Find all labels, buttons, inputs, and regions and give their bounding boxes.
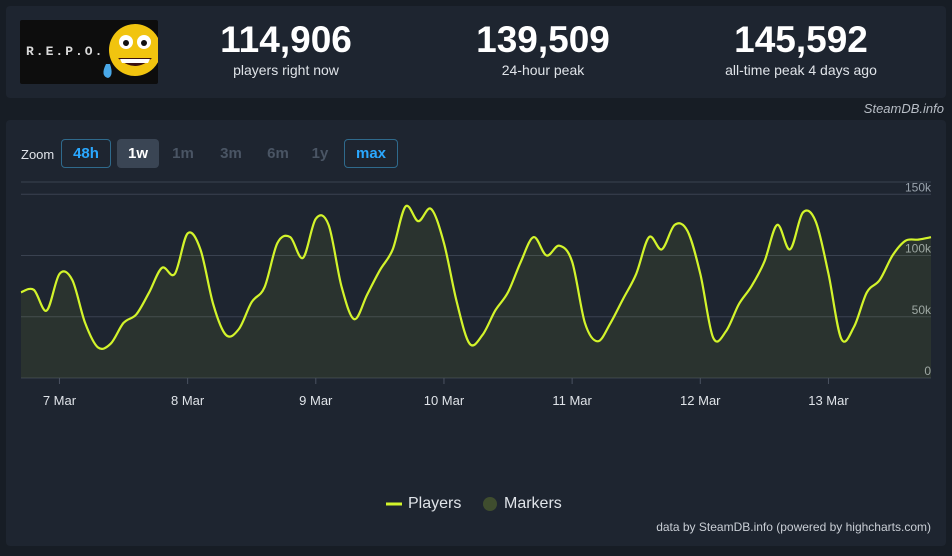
all-time-peak-stat: 145,592 all-time peak 4 days ago [706, 18, 896, 78]
zoom-6m-button[interactable]: 6m [267, 145, 289, 162]
y-tick-label: 100k [905, 242, 932, 256]
logo-art [103, 24, 158, 78]
x-tick-label: 8 Mar [171, 393, 205, 408]
markers-legend-dot-icon [483, 496, 497, 511]
players-now-value: 114,906 [220, 19, 352, 60]
y-tick-label: 150k [905, 180, 932, 194]
legend-markers[interactable]: Markers [482, 495, 562, 513]
peak-24h-value: 139,509 [476, 19, 610, 60]
all-time-peak-label: all-time peak 4 days ago [725, 62, 877, 78]
x-tick-label: 12 Mar [680, 393, 721, 408]
x-tick-label: 11 Mar [552, 393, 592, 408]
game-logo: R.E.P.O. [20, 20, 158, 84]
chart-card: Zoom 48h 1w 1m 3m 6m 1y max 0 50k 100k 150k… [6, 120, 946, 546]
players-area [21, 205, 931, 378]
zoom-1y-button[interactable]: 1y [311, 145, 329, 162]
y-tick-label: 0 [924, 364, 931, 378]
players-legend-line-icon [386, 502, 402, 506]
legend-players[interactable]: Players [386, 495, 461, 513]
peak-24h-stat: 139,509 24-hour peak [458, 18, 628, 78]
x-tick-label: 10 Mar [424, 393, 465, 408]
players-series-line [20, 204, 932, 350]
steamdb-watermark[interactable]: SteamDB.info [863, 101, 944, 116]
legend-markers-label: Markers [504, 495, 562, 512]
players-chart[interactable]: 0 50k 100k 150k 7 Mar 8 Mar 9 Mar 10 Mar 11 Mar 1… [6, 120, 946, 420]
x-tick-label: 7 Mar [43, 393, 77, 408]
all-time-peak-value: 145,592 [734, 19, 868, 60]
chart-credit[interactable]: data by SteamDB.info (powered by highcha… [656, 520, 931, 534]
zoom-label: Zoom [21, 147, 55, 162]
zoom-3m-button[interactable]: 3m [220, 145, 242, 162]
zoom-48h-button[interactable]: 48h [61, 139, 111, 168]
peak-24h-label: 24-hour peak [501, 62, 585, 78]
x-tick-label: 13 Mar [808, 393, 849, 408]
stats-header: R.E.P.O. 114,906 players right now 139,5… [6, 6, 946, 98]
logo-text: R.E.P.O. [26, 44, 105, 59]
legend-players-label: Players [408, 495, 462, 512]
x-tick-label: 9 Mar [299, 393, 333, 408]
zoom-1w-button[interactable]: 1w [117, 139, 159, 168]
zoom-1m-button[interactable]: 1m [172, 145, 194, 162]
y-tick-label: 50k [912, 303, 932, 317]
zoom-max-button[interactable]: max [344, 139, 398, 168]
players-now-stat: 114,906 players right now [202, 18, 370, 78]
players-now-label: players right now [233, 62, 339, 78]
